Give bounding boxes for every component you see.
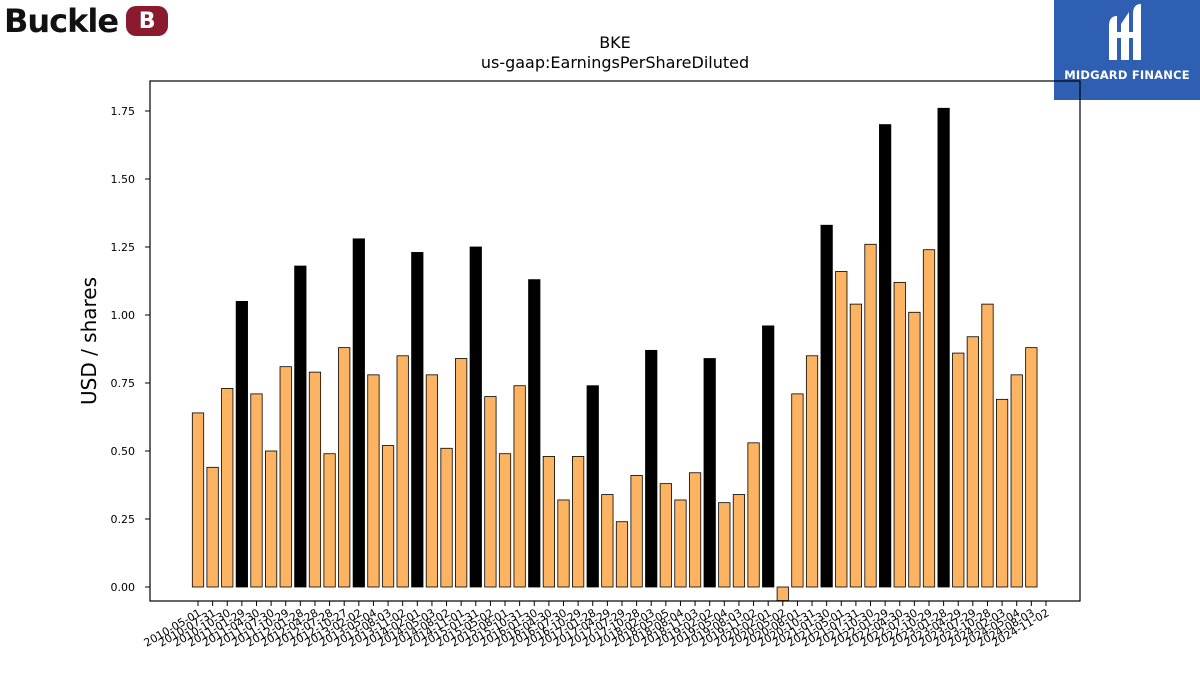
bar-2019-08-03 [732, 494, 746, 588]
bar-2010-05-01 [191, 412, 205, 588]
bar-2021-07-31 [849, 303, 863, 588]
bar-2020-10-31 [805, 355, 819, 588]
bar-2014-11-01 [455, 358, 468, 588]
bar-2017-10-28 [630, 475, 643, 588]
bar-group [191, 107, 1038, 602]
chart-title: BKE [599, 33, 631, 52]
bar-2013-05-04 [367, 374, 380, 588]
bar-2020-02-01 [762, 325, 775, 588]
bar-2019-02-02 [703, 358, 716, 588]
y-tick-label: 1.25 [111, 241, 136, 254]
bar-2023-07-29 [966, 336, 979, 588]
bar-2015-10-31 [513, 385, 526, 588]
bar-2022-01-29 [879, 124, 892, 588]
bar-2015-05-02 [484, 396, 497, 588]
bar-2010-10-30 [221, 388, 234, 588]
y-tick-label: 0.50 [111, 445, 136, 458]
bar-2018-11-03 [688, 472, 702, 588]
y-tick-label: 1.75 [111, 105, 136, 118]
bar-2012-01-28 [294, 265, 307, 588]
bar-2015-08-01 [498, 453, 512, 588]
bar-2015-01-31 [469, 246, 482, 588]
bar-2017-07-29 [615, 521, 629, 588]
plot-frame [149, 80, 1081, 602]
midgard-logo-mark-icon [1109, 4, 1141, 60]
bar-2017-01-28 [586, 385, 599, 588]
y-tick-label: 0.25 [111, 513, 136, 526]
bar-2020-08-01 [791, 393, 804, 588]
y-tick-label: 0.75 [111, 377, 136, 390]
bar-2016-10-29 [572, 456, 585, 588]
bar-2014-05-03 [425, 374, 439, 588]
y-tick-label: 1.00 [111, 309, 136, 322]
chart-subtitle: us-gaap:EarningsPerShareDiluted [481, 53, 749, 72]
bar-2011-10-29 [279, 366, 292, 588]
bar-2013-08-03 [381, 445, 395, 588]
bar-2012-07-28 [323, 453, 336, 588]
y-tick-label: 1.50 [111, 173, 136, 186]
bar-2011-04-30 [250, 393, 263, 588]
bar-2016-01-30 [528, 279, 541, 588]
bar-2024-02-03 [996, 398, 1009, 588]
bar-2014-08-02 [440, 447, 453, 588]
bar-2011-07-30 [264, 450, 278, 588]
midgard-logo-text: MIDGARD FINANCE [1064, 68, 1190, 82]
buckle-logo: Buckle B [4, 2, 169, 40]
bar-2023-01-28 [937, 107, 950, 588]
bar-2017-04-29 [601, 494, 614, 588]
bar-2018-08-04 [674, 499, 687, 588]
bar-2012-04-28 [308, 371, 322, 588]
bar-2013-11-02 [396, 355, 409, 588]
y-axis-label: USD / shares [77, 277, 101, 405]
bar-2022-07-30 [908, 311, 921, 588]
y-axis-ticks: 0.00 0.25 0.50 0.75 1.00 1.25 1.50 1.75 [111, 105, 150, 594]
bar-2011-01-29 [235, 300, 248, 588]
bar-2020-05-02 [776, 586, 789, 602]
bar-2019-11-02 [747, 442, 760, 588]
bar-2024-05-04 [1010, 374, 1023, 588]
bar-2021-05-01 [835, 271, 848, 588]
bar-2022-04-30 [893, 281, 906, 588]
bar-2016-07-30 [557, 499, 570, 588]
bar-2010-07-31 [206, 466, 219, 588]
x-axis-ticks: 2010-05-012010-07-312010-10-302011-01-29… [142, 601, 1051, 650]
bar-2021-10-30 [864, 243, 877, 588]
bar-2021-01-30 [820, 224, 833, 588]
buckle-logo-badge: B [126, 6, 169, 36]
bar-2022-10-29 [922, 249, 936, 588]
bar-2024-08-03 [1025, 347, 1038, 588]
bar-2014-02-01 [411, 252, 424, 588]
y-tick-label: 0.00 [111, 581, 136, 594]
buckle-logo-text: Buckle [4, 2, 119, 40]
bar-2016-04-30 [542, 456, 555, 588]
bar-2023-10-28 [981, 303, 994, 588]
bar-2013-02-02 [352, 238, 365, 588]
bar-2018-05-05 [659, 483, 672, 588]
bar-2019-05-04 [718, 502, 731, 588]
midgard-finance-logo: MIDGARD FINANCE [1054, 0, 1200, 100]
bar-2023-04-29 [952, 352, 965, 588]
bar-2012-10-27 [338, 347, 351, 588]
bar-2018-02-03 [645, 349, 658, 588]
